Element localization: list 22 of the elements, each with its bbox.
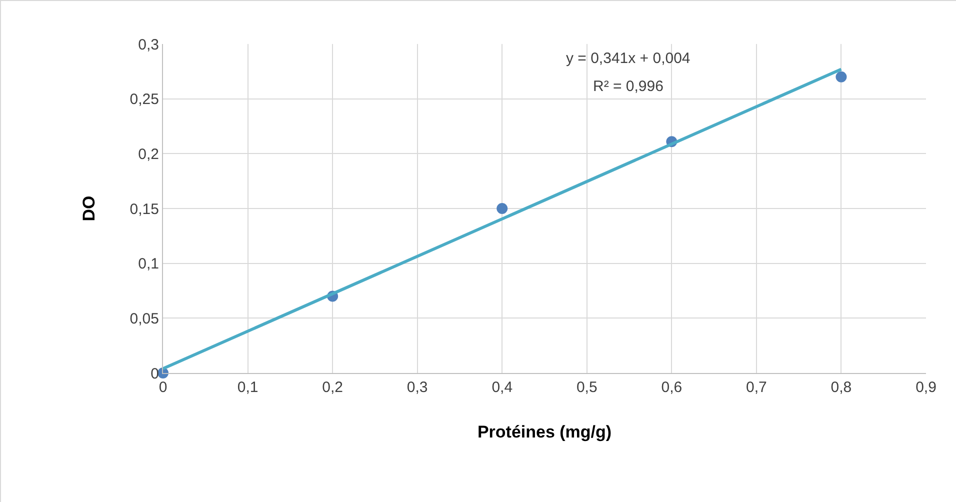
- y-tick-label: 0,3: [138, 36, 159, 54]
- y-tick-label: 0,1: [138, 256, 159, 273]
- x-tick-label: 0,7: [746, 379, 767, 396]
- x-tick-label: 0,9: [916, 379, 936, 396]
- y-tick-label: 0,25: [130, 91, 159, 108]
- x-tick-label: 0,4: [492, 379, 513, 396]
- y-tick-label: 0: [150, 365, 159, 382]
- annotation: y = 0,341x + 0,004: [566, 50, 690, 67]
- y-tick-label: 0,15: [130, 200, 159, 218]
- x-tick-label: 0,8: [830, 379, 852, 396]
- point: [496, 203, 508, 214]
- x-tick-label: 0,5: [576, 379, 598, 396]
- x-axis-title: Protéines (mg/g): [477, 422, 612, 442]
- x-tick-label: 0,6: [661, 379, 682, 396]
- x-tick-label: 0,2: [322, 379, 343, 396]
- x-tick-label: 0,1: [237, 379, 258, 396]
- y-tick-label: 0,2: [138, 146, 159, 163]
- point: [836, 71, 847, 82]
- x-tick-label: 0,3: [406, 379, 428, 396]
- y-axis-title: DO: [79, 196, 98, 222]
- annotation: R² = 0,996: [593, 78, 664, 95]
- y-tick-label: 0,05: [130, 310, 159, 328]
